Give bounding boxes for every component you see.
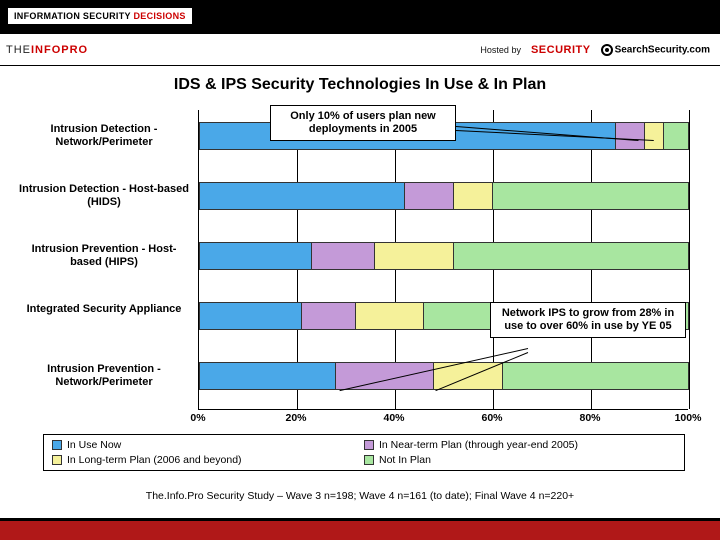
infopro-a: THE [6, 44, 31, 56]
bar-segment [454, 182, 493, 210]
searchsec-text: SearchSecurity.com [615, 44, 710, 55]
footer-bar [0, 518, 720, 540]
bar-segment [503, 362, 689, 390]
callout-2: Network IPS to grow from 28% in use to o… [490, 302, 686, 338]
x-axis-ticks: 0%20%40%60%80%100% [198, 412, 688, 428]
swatch-icon [364, 455, 374, 465]
legend: In Use Now In Near-term Plan (through ye… [43, 434, 685, 471]
legend-item: In Use Now [52, 439, 364, 451]
bar-segment [493, 182, 689, 210]
bar-row [199, 182, 689, 210]
bar-row [199, 242, 689, 270]
bar-segment [664, 122, 689, 150]
category-label: Intrusion Detection - Host-based (HIDS) [18, 183, 190, 208]
eye-icon [601, 44, 613, 56]
legend-item: In Long-term Plan (2006 and beyond) [52, 454, 364, 466]
bar-segment [645, 122, 665, 150]
legend-label: In Long-term Plan (2006 and beyond) [67, 454, 242, 466]
bar-segment [336, 362, 434, 390]
security-logo: SECURITY [531, 44, 591, 56]
x-tick-label: 100% [675, 412, 702, 424]
footer-text: The.Info.Pro Security Study – Wave 3 n=1… [0, 490, 720, 502]
bar-segment [405, 182, 454, 210]
searchsecurity-logo: SearchSecurity.com [601, 44, 710, 56]
category-label: Intrusion Prevention - Network/Perimeter [18, 363, 190, 388]
x-tick-label: 20% [285, 412, 306, 424]
legend-label: In Near-term Plan (through year-end 2005… [379, 439, 578, 451]
x-tick-label: 60% [481, 412, 502, 424]
bar-segment [616, 122, 645, 150]
bar-segment [199, 362, 336, 390]
category-label: Integrated Security Appliance [18, 303, 190, 316]
hosted-label: Hosted by [480, 45, 521, 55]
bar-segment [375, 242, 453, 270]
x-tick-label: 80% [579, 412, 600, 424]
bar-segment [199, 182, 405, 210]
chart-area: Intrusion Detection - Network/Perimeter I… [18, 100, 702, 482]
infopro-c: PRO [61, 44, 88, 56]
category-labels: Intrusion Detection - Network/Perimeter I… [18, 110, 196, 410]
hosted-by: Hosted by SECURITY SearchSecurity.com [480, 44, 710, 56]
header-bar: INFORMATION SECURITY DECISIONS [0, 0, 720, 32]
swatch-icon [364, 440, 374, 450]
header-badge: INFORMATION SECURITY DECISIONS [8, 8, 192, 24]
callout-1: Only 10% of users plan new deployments i… [270, 105, 456, 141]
category-label: Intrusion Detection - Network/Perimeter [18, 123, 190, 148]
legend-item: In Near-term Plan (through year-end 2005… [364, 439, 676, 451]
infopro-logo: THEINFOPRO [6, 44, 88, 56]
legend-label: In Use Now [67, 439, 121, 451]
bar-segment [312, 242, 376, 270]
x-tick-label: 40% [383, 412, 404, 424]
category-label: Intrusion Prevention - Host-based (HIPS) [18, 243, 190, 268]
swatch-icon [52, 440, 62, 450]
chart-title: IDS & IPS Security Technologies In Use &… [0, 76, 720, 94]
legend-item: Not In Plan [364, 454, 676, 466]
legend-label: Not In Plan [379, 454, 431, 466]
swatch-icon [52, 455, 62, 465]
subheader: THEINFOPRO Hosted by SECURITY SearchSecu… [0, 32, 720, 66]
infopro-b: INFO [31, 44, 61, 56]
bar-segment [199, 242, 312, 270]
plot-area [198, 110, 688, 410]
x-tick-label: 0% [190, 412, 205, 424]
badge-text-b: DECISIONS [133, 11, 185, 21]
bar-segment [199, 302, 302, 330]
bar-segment [302, 302, 356, 330]
badge-text-a: INFORMATION SECURITY [14, 11, 131, 21]
bar-segment [356, 302, 425, 330]
bar-segment [454, 242, 689, 270]
